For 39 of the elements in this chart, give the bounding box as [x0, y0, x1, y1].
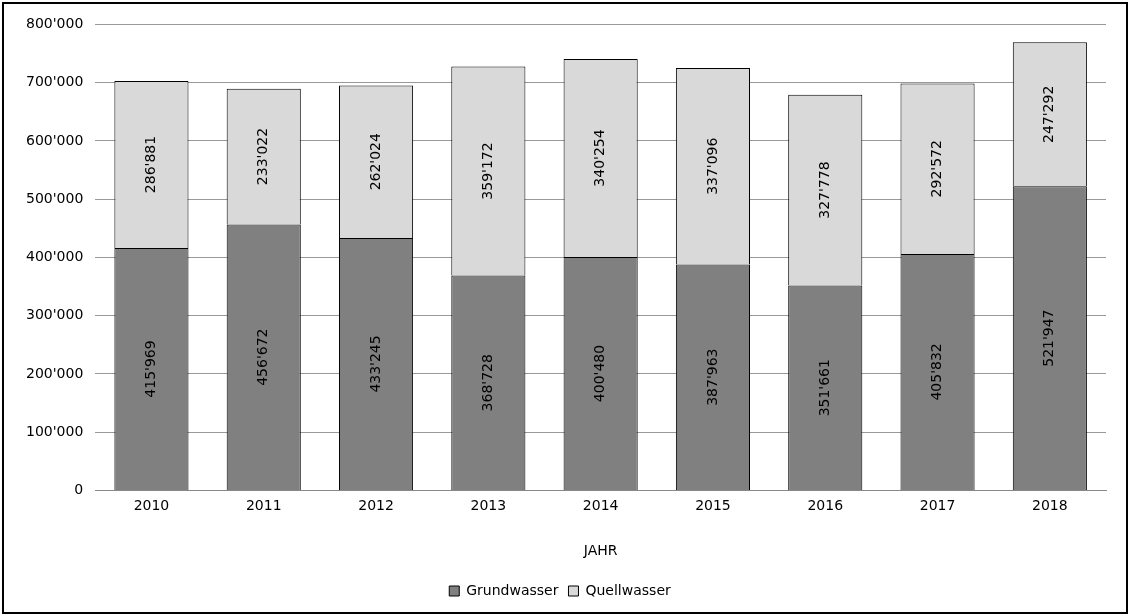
data-label: 387'963 [703, 348, 720, 406]
x-tick-label: 2013 [470, 497, 507, 514]
x-tick-label: 2015 [695, 497, 731, 514]
data-label: 327'778 [815, 161, 832, 219]
y-tick-label: 400'000 [26, 248, 84, 265]
y-tick-label: 0 [74, 481, 84, 498]
data-label: 286'881 [142, 135, 159, 194]
x-tick-label: 2011 [245, 497, 282, 514]
y-tick-label: 700'000 [26, 73, 84, 90]
data-label: 359'172 [478, 142, 495, 200]
data-label: 262'024 [366, 132, 383, 191]
data-label: 292'572 [928, 140, 945, 198]
x-tick-label: 2018 [1032, 497, 1068, 514]
data-label: 247'292 [1040, 85, 1057, 143]
x-axis-title: JAHR [582, 542, 618, 559]
data-label: 433'245 [366, 335, 383, 393]
x-tick-label: 2012 [358, 497, 394, 514]
data-label: 368'728 [478, 354, 495, 412]
data-label: 415'969 [142, 340, 159, 398]
y-tick-label: 600'000 [26, 131, 84, 148]
x-tick-label: 2017 [919, 497, 956, 514]
data-label: 340'254 [591, 129, 608, 187]
y-tick-label: 500'000 [26, 189, 84, 206]
y-tick-label: 300'000 [26, 306, 84, 323]
y-tick-label: 100'000 [26, 422, 84, 439]
data-label: 456'672 [254, 328, 271, 386]
y-tick-label: 200'000 [26, 364, 84, 381]
data-label: 405'832 [928, 343, 945, 401]
data-label: 400'480 [591, 344, 608, 403]
y-tick-label: 800'000 [26, 15, 84, 32]
data-label: 521'947 [1040, 309, 1057, 367]
data-label: 337'096 [703, 137, 720, 195]
x-tick-label: 2016 [807, 497, 844, 514]
legend-label: Quellwasser [585, 581, 671, 598]
x-tick-label: 2014 [582, 497, 619, 514]
data-label: 233'022 [254, 127, 271, 186]
legend-label: Grundwasser [466, 581, 559, 598]
x-tick-label: 2010 [133, 497, 170, 514]
data-label: 351'661 [815, 359, 832, 417]
